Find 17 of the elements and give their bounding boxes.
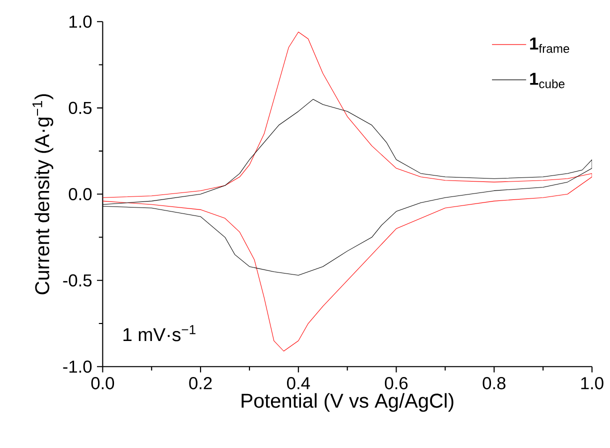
y-axis-title: Current density (A·g$^{−1}$) xyxy=(32,94,54,294)
x-tick-label: 0.8 xyxy=(482,377,506,390)
annotation: 1 mV·s$^{−1}$ xyxy=(123,325,196,342)
legend-label: 1$_{cube}$ xyxy=(530,72,564,88)
y-tick-label: -1.0 xyxy=(63,360,92,373)
y-tick-label: -0.5 xyxy=(63,274,92,287)
y-tick-label: 0.5 xyxy=(68,102,92,114)
x-tick-label: 0.4 xyxy=(287,377,310,390)
y-tick-label: 1.0 xyxy=(69,16,92,28)
y-tick-label: 0.0 xyxy=(68,188,92,200)
x-tick-label: 1.0 xyxy=(581,377,604,390)
x-tick-label: 0.0 xyxy=(91,377,114,390)
x-tick-label: 0.2 xyxy=(189,377,212,390)
line-series xyxy=(102,32,592,352)
legend-label: 1$_{frame}$ xyxy=(530,38,570,53)
x-axis-title: Potential (V vs Ag/AgCl) xyxy=(242,393,454,412)
x-tick-label: 0.6 xyxy=(384,377,408,390)
